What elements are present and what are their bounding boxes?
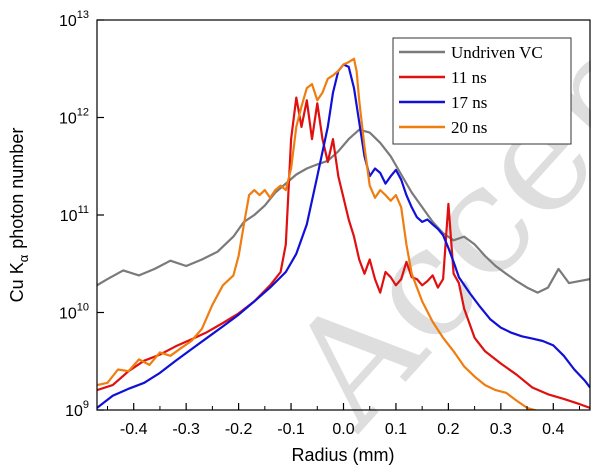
y-axis-title-subscript: α	[16, 254, 31, 262]
y-tick-base: 10	[59, 13, 77, 30]
legend: Undriven VC 11 ns 17 ns 20 ns	[392, 37, 572, 145]
x-tick-label: 0.1	[385, 421, 407, 438]
x-tick-label: -0.2	[225, 421, 253, 438]
x-tick-label: 0.2	[437, 421, 459, 438]
y-tick-label: 1011	[60, 204, 89, 225]
y-tick-exponent: 9	[83, 399, 89, 411]
legend-label: 20 ns	[451, 118, 487, 137]
legend-label: 17 ns	[451, 93, 487, 112]
series-line-undriven-vc	[97, 128, 590, 294]
y-tick-exponent: 13	[77, 9, 89, 21]
legend-label: Undriven VC	[451, 43, 543, 62]
x-tick-label: 0.3	[490, 421, 512, 438]
x-tick-label: -0.3	[172, 421, 200, 438]
y-tick-base: 10	[65, 403, 83, 420]
x-tick-label: 0.0	[332, 421, 354, 438]
x-tick-label: -0.1	[277, 421, 305, 438]
y-tick-label: 1012	[59, 107, 89, 128]
y-tick-base: 10	[60, 208, 78, 225]
x-tick-label: 0.4	[542, 421, 564, 438]
y-axis-title-prefix: Cu K	[7, 262, 27, 302]
y-tick-exponent: 10	[77, 302, 89, 314]
y-axis-title: Cu Kα photon number	[7, 128, 31, 303]
series-line-17-ns	[97, 63, 590, 409]
x-axis: -0.4 -0.3 -0.2 -0.1 0.0 0.1 0.2 0.3 0.4	[106, 403, 581, 438]
y-tick-exponent: 12	[77, 107, 89, 119]
legend-label: 11 ns	[451, 68, 487, 87]
y-tick-label: 1013	[59, 9, 89, 30]
y-axis-title-suffix: photon number	[7, 128, 27, 249]
y-tick-base: 10	[59, 306, 77, 323]
y-tick-label: 1010	[59, 302, 89, 323]
x-axis-title: Radius (mm)	[291, 445, 394, 465]
y-tick-base: 10	[59, 111, 77, 128]
series-line-20-ns	[97, 57, 538, 410]
series-layer	[97, 57, 590, 410]
y-tick-exponent: 11	[78, 204, 89, 216]
y-tick-label: 109	[65, 399, 89, 420]
x-tick-label: -0.4	[120, 421, 148, 438]
